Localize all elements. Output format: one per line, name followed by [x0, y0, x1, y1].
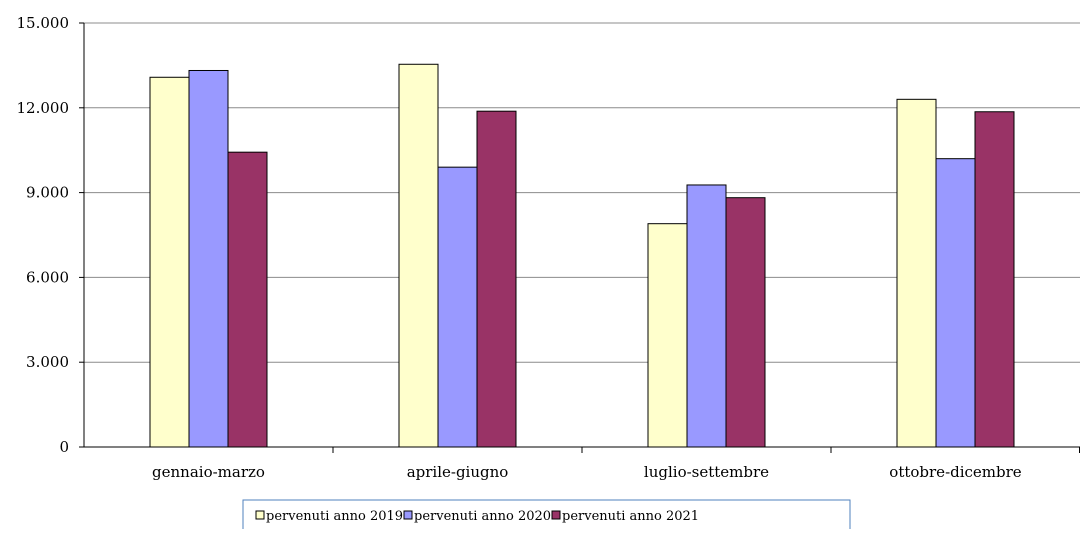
bar-2-3 [686, 184, 727, 448]
bar-3-1 [227, 151, 268, 448]
legend-swatch [403, 510, 413, 520]
x-tick-label: luglio-settembre [644, 463, 769, 481]
legend-label: pervenuti anno 2020 [414, 509, 551, 524]
bar-1-3 [647, 223, 688, 448]
axis-labels: 0 3.000 6.000 9.000 12.000 15.000 gennaio-marz… [17, 14, 1022, 481]
bar-2-4 [935, 158, 976, 448]
y-tick-label: 9.000 [26, 184, 69, 202]
bar-1-2 [398, 63, 439, 448]
x-tick-label: gennaio-marzo [152, 463, 265, 481]
y-tick-label: 3.000 [26, 353, 69, 371]
y-tick-label: 15.000 [17, 14, 70, 32]
bar-3-4 [974, 111, 1015, 448]
y-tick-label: 12.000 [17, 99, 70, 117]
bar-1-4 [896, 98, 937, 448]
legend-swatch [551, 510, 561, 520]
legend: pervenuti anno 2019 pervenuti anno 2020 pe… [242, 499, 851, 531]
y-tick-label: 0 [59, 438, 69, 456]
x-tick-label: ottobre-dicembre [889, 463, 1022, 481]
legend-swatch [255, 510, 265, 520]
y-tick-label: 6.000 [26, 268, 69, 286]
legend-label: pervenuti anno 2021 [562, 509, 699, 524]
bar-2-1 [188, 69, 229, 448]
legend-label: pervenuti anno 2019 [266, 509, 403, 524]
bar-2-2 [437, 166, 478, 448]
x-tick-label: aprile-giugno [407, 463, 509, 481]
bar-3-2 [476, 110, 517, 448]
bar-1-1 [149, 76, 190, 448]
bar-3-3 [725, 197, 766, 448]
bars [149, 63, 1015, 448]
